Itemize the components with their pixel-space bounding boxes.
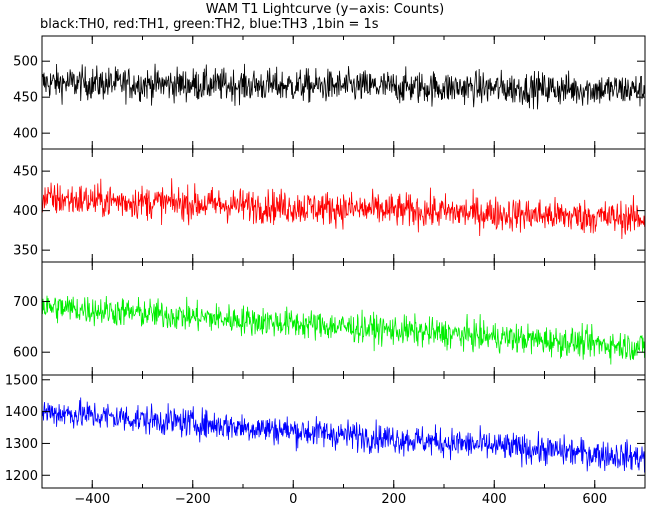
x-tick-label: 0 (289, 492, 297, 505)
y-tick-label: 500 (13, 55, 38, 70)
y-tick-label: 400 (13, 204, 38, 219)
x-tick-label: 200 (381, 492, 406, 505)
y-tick-label: 600 (13, 346, 38, 361)
y-tick-label: 1500 (5, 373, 38, 388)
x-tick-label: 400 (482, 492, 507, 505)
x-tick-label: −400 (74, 492, 110, 505)
series-line-th3 (41, 397, 646, 473)
series-line-th1 (41, 178, 646, 240)
y-tick-label: 400 (13, 127, 38, 142)
y-tick-label: 450 (13, 91, 38, 106)
series-line-th2 (41, 295, 646, 365)
chart-subtitle: black:TH0, red:TH1, green:TH2, blue:TH3 … (40, 17, 379, 32)
chart-title: WAM T1 Lightcurve (y−axis: Counts) (205, 2, 445, 17)
y-tick-label: 700 (13, 295, 38, 310)
series-line-th0 (41, 63, 646, 110)
y-tick-label: 350 (13, 244, 38, 259)
x-tick-label: 600 (582, 492, 607, 505)
y-tick-label: 1300 (5, 437, 38, 452)
x-tick-label: −200 (175, 492, 211, 505)
y-tick-label: 450 (13, 165, 38, 180)
y-tick-label: 1200 (5, 469, 38, 484)
y-tick-label: 1400 (5, 405, 38, 420)
